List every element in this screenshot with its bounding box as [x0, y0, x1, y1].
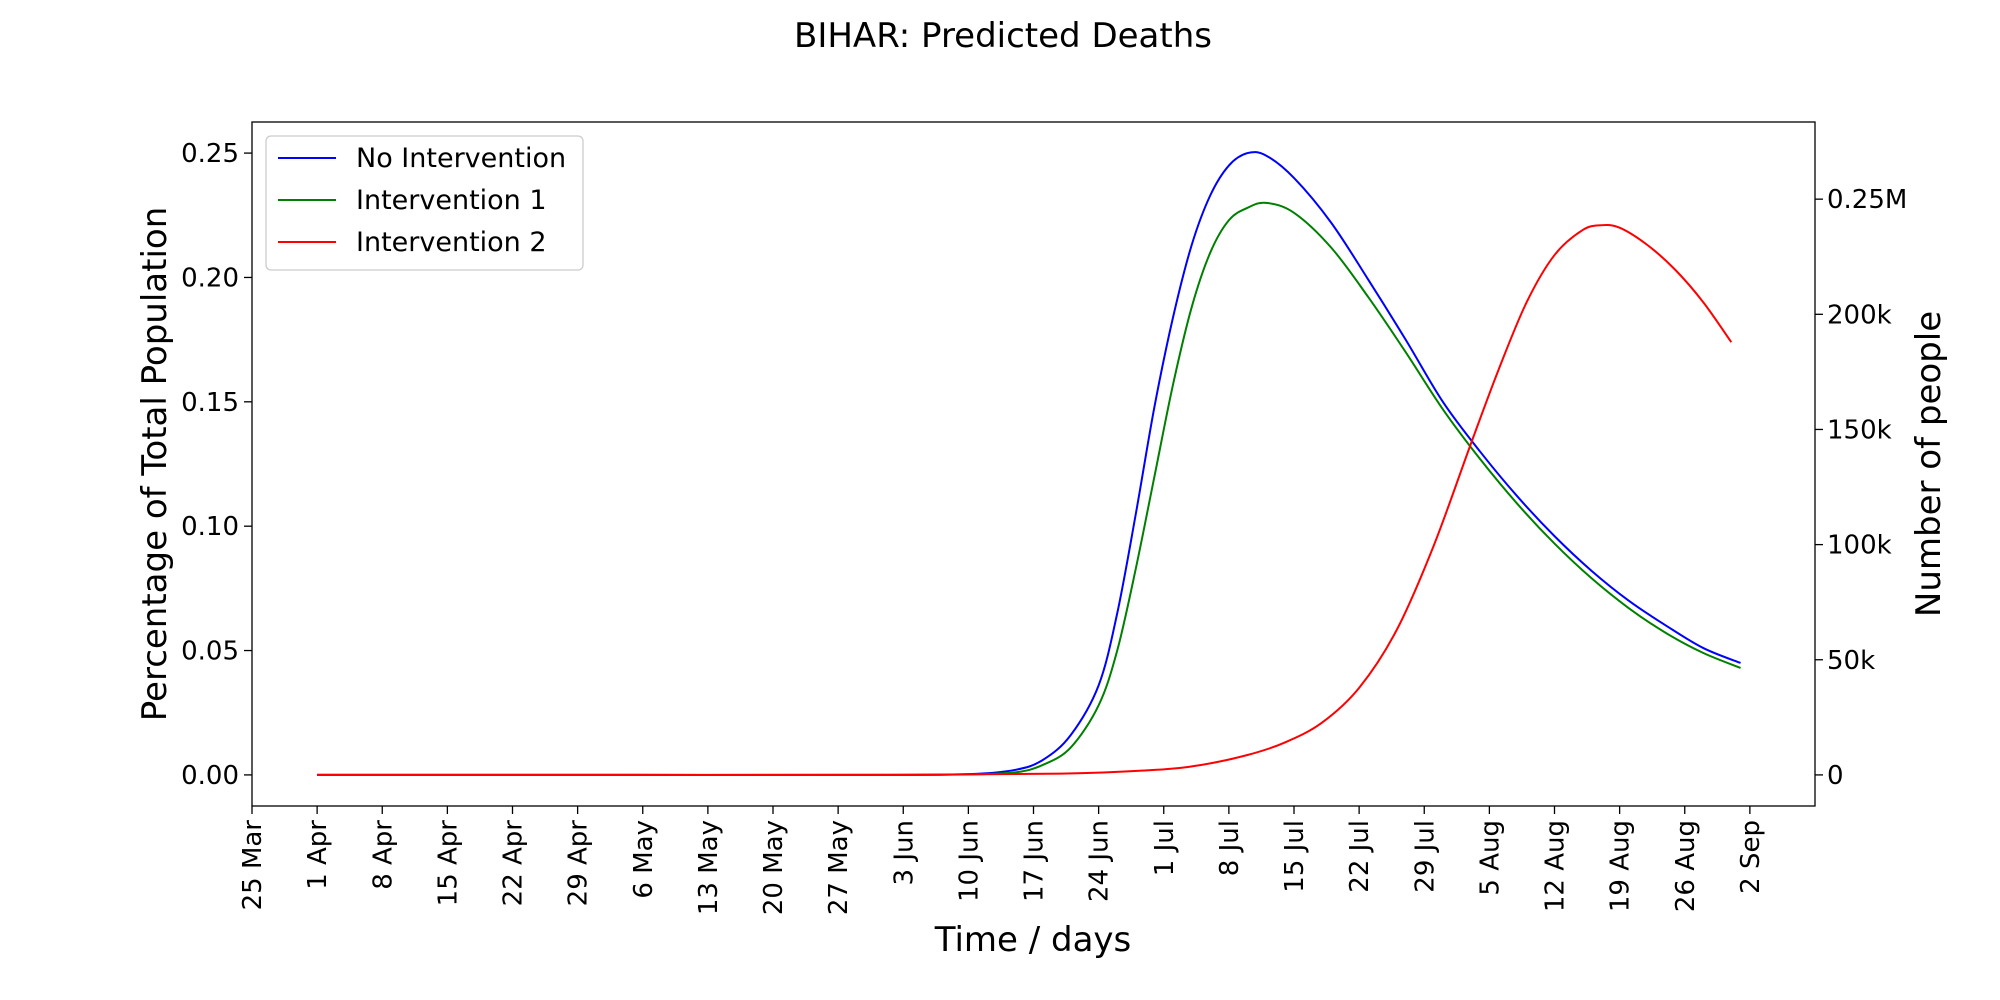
x-tick-label: 29 Jul: [1410, 820, 1440, 893]
x-axis-ticks: 25 Mar 1 Apr 8 Apr 15 Apr 22 Apr 29 Apr 6 May 1…: [238, 806, 1766, 915]
x-tick-label: 15 Jul: [1280, 820, 1310, 893]
legend-label: No Intervention: [356, 143, 566, 174]
y2-tick-label: 50k: [1827, 646, 1875, 676]
x-tick-label: 1 Jul: [1150, 820, 1180, 876]
y-tick-label: 0.00: [181, 761, 239, 791]
x-tick-label: 6 May: [629, 820, 659, 899]
y2-tick-label: 0: [1827, 761, 1844, 791]
x-tick-label: 15 Apr: [433, 820, 463, 907]
x-tick-label: 26 Aug: [1671, 820, 1701, 912]
y-tick-label: 0.15: [181, 388, 239, 418]
x-tick-label: 3 Jun: [889, 820, 919, 885]
y2-axis-title: Number of people: [1909, 311, 1949, 617]
legend-frame: [265, 135, 584, 271]
x-tick-label: 22 Apr: [499, 820, 529, 907]
x-tick-label: 8 Jul: [1215, 820, 1245, 876]
y2-tick-label: 0.25M: [1827, 185, 1907, 215]
x-tick-label: 13 May: [694, 820, 724, 915]
x-tick-label: 27 May: [824, 820, 854, 915]
y2-tick-label: 200k: [1827, 300, 1892, 330]
x-tick-label: 20 May: [759, 820, 789, 915]
x-tick-label: 10 Jun: [954, 820, 984, 902]
x-axis-title: Time / days: [934, 920, 1132, 960]
y2-tick-label: 150k: [1827, 415, 1892, 445]
x-tick-label: 29 Apr: [564, 820, 594, 907]
legend: No Intervention Intervention 1 Interventio…: [265, 135, 584, 271]
y2-tick-label: 100k: [1827, 531, 1892, 561]
y-axis-ticks: 0.00 0.05 0.10 0.15 0.20 0.25: [181, 139, 252, 791]
series-lines: [317, 151, 1741, 777]
legend-label: Intervention 1: [356, 185, 547, 216]
y-axis-title: Percentage of Total Population: [135, 207, 175, 722]
y-tick-label: 0.25: [181, 139, 239, 169]
x-tick-label: 5 Aug: [1475, 820, 1505, 896]
x-tick-label: 8 Apr: [368, 820, 398, 890]
x-tick-label: 17 Jun: [1020, 820, 1050, 902]
y-tick-label: 0.05: [181, 637, 239, 667]
x-tick-label: 1 Apr: [303, 820, 333, 890]
series-line-3: [317, 223, 1733, 777]
x-tick-label: 24 Jun: [1085, 820, 1115, 902]
x-tick-label: 25 Mar: [238, 820, 268, 911]
x-tick-label: 22 Jul: [1345, 820, 1375, 893]
x-tick-label: 19 Aug: [1606, 820, 1636, 912]
y2-axis-ticks: 0 50k 100k 150k 200k 0.25M: [1815, 185, 1907, 791]
x-tick-label: 2 Sep: [1736, 820, 1766, 894]
legend-label: Intervention 2: [356, 227, 547, 258]
y-tick-label: 0.20: [181, 263, 239, 293]
x-tick-label: 12 Aug: [1541, 820, 1571, 912]
chart-title: BIHAR: Predicted Deaths: [794, 16, 1212, 56]
y-tick-label: 0.10: [181, 512, 239, 542]
